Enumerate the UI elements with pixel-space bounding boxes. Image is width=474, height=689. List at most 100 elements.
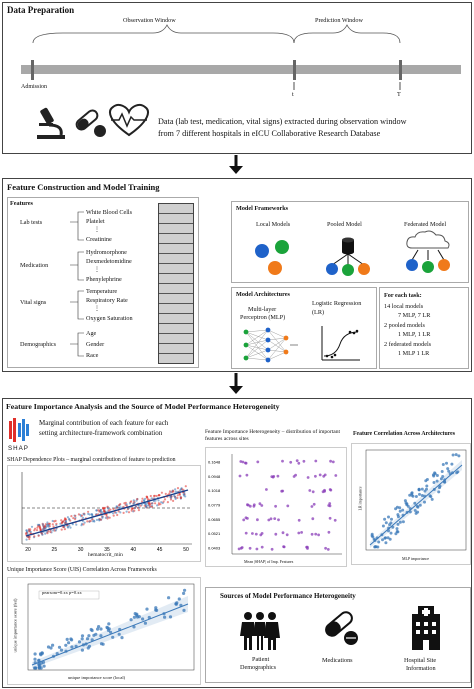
data-point (260, 532, 264, 535)
feature-item: Dexmedetomidine (86, 258, 132, 265)
data-point (28, 530, 31, 533)
feature-item: Respiratory Rate (86, 297, 128, 304)
model-architectures-box: Model Architectures Multi-layer Perceptr… (231, 287, 377, 369)
data-point (396, 522, 400, 526)
x-tick-label: 30 (78, 547, 84, 553)
data-point (83, 521, 86, 524)
data-point (405, 510, 409, 514)
task-item: 14 local models (384, 303, 424, 310)
data-point (49, 646, 53, 650)
data-point (132, 615, 136, 619)
medications-label: Medications (322, 657, 353, 664)
data-point (171, 490, 174, 493)
data-point (292, 475, 296, 478)
data-point (176, 494, 179, 497)
data-point (106, 517, 109, 520)
data-point (44, 532, 47, 535)
data-point (334, 474, 338, 477)
data-point (246, 517, 249, 520)
data-point (437, 490, 441, 494)
data-point (281, 531, 285, 535)
data-point (117, 504, 120, 507)
data-point (99, 642, 104, 646)
data-point (396, 530, 400, 534)
data-point (25, 531, 28, 534)
data-point (395, 505, 399, 509)
data-preparation-panel: Data Preparation Observation Window Pred… (2, 2, 472, 154)
cloud-icon (406, 230, 450, 249)
data-point (274, 532, 278, 536)
uis-correlation-chart: pearsonr=0.xx p=0.xx unique importance s… (7, 577, 201, 685)
data-point (173, 494, 176, 497)
patient-label-line1: Patient (252, 656, 270, 663)
data-point (179, 488, 183, 491)
data-point (176, 496, 179, 499)
data-point (107, 622, 111, 626)
data-description-line1: Data (lab test, medication, vital signs)… (158, 117, 407, 126)
data-point (119, 511, 122, 514)
data-point (141, 617, 145, 621)
data-point (35, 529, 39, 532)
data-point (154, 608, 158, 612)
data-point (328, 488, 332, 491)
data-point (156, 504, 159, 507)
data-point (317, 533, 320, 537)
data-point (150, 497, 153, 500)
data-point (28, 537, 31, 541)
data-point (333, 518, 337, 522)
data-point (64, 518, 68, 521)
data-point (82, 523, 85, 526)
feature-item: Creatinine (86, 236, 112, 243)
data-point (80, 634, 85, 638)
data-point (418, 492, 421, 496)
data-point (135, 613, 139, 617)
patients-icon (240, 612, 280, 650)
data-point (169, 498, 173, 501)
data-point (411, 494, 415, 498)
data-point (133, 501, 136, 504)
data-point (248, 504, 252, 508)
data-point (159, 503, 162, 506)
data-point (64, 643, 68, 647)
data-point (286, 504, 290, 508)
data-point (127, 507, 130, 510)
data-point (245, 473, 249, 477)
data-point (281, 489, 285, 493)
data-point (149, 505, 152, 508)
data-point (28, 535, 31, 539)
dependence-plot: 20 25 30 35 40 45 50 (21, 472, 192, 553)
data-point (323, 488, 326, 492)
data-point (267, 518, 271, 522)
data-point (123, 502, 126, 505)
data-point (389, 521, 393, 525)
data-point (414, 495, 418, 498)
data-point (87, 634, 91, 638)
data-point (145, 496, 149, 499)
data-point (323, 473, 327, 477)
data-point (295, 459, 299, 462)
uis-xlabel: unique importance score (local) (68, 675, 126, 680)
mlp-label-line2: Perceptron (MLP) (240, 314, 286, 321)
data-point (182, 591, 186, 595)
feature-brackets (70, 211, 84, 357)
data-point (370, 534, 374, 538)
data-point (423, 500, 426, 504)
data-point (418, 503, 422, 507)
data-point (451, 471, 454, 475)
lr-label-line1: Logistic Regression (312, 300, 362, 307)
data-point (59, 648, 64, 652)
heart-monitor-icon (109, 103, 149, 137)
data-point (112, 514, 115, 517)
feature-item: Platelet (86, 218, 105, 225)
data-point (120, 636, 124, 640)
data-point (417, 488, 421, 492)
pills-icon (75, 109, 106, 137)
data-point (66, 526, 70, 529)
local-models-label: Local Models (256, 221, 291, 228)
data-point (380, 533, 384, 537)
data-point (118, 627, 122, 632)
data-point (38, 524, 41, 527)
data-point (416, 510, 420, 514)
feature-item: Hydromorphone (86, 249, 127, 256)
data-point (297, 461, 301, 465)
